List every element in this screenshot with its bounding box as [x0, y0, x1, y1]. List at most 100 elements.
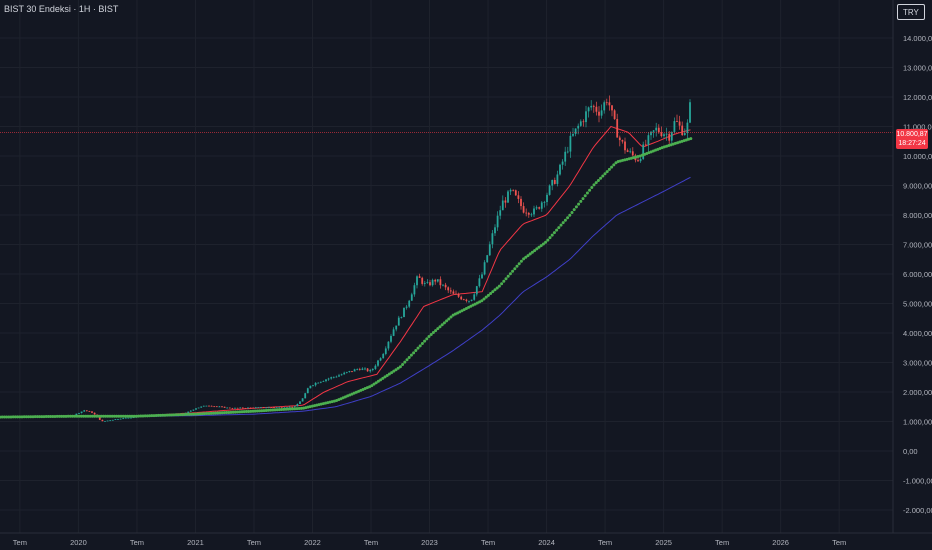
candle-body	[93, 412, 96, 415]
ema-green-dot	[97, 414, 101, 418]
candle-body	[122, 418, 125, 419]
candle-body	[585, 111, 587, 123]
ema-green-dot	[42, 415, 46, 419]
ema-green-dot	[548, 236, 552, 240]
ema-green-dots	[0, 137, 693, 419]
candle-body	[335, 376, 338, 378]
candle-body	[621, 140, 624, 142]
candle-body	[439, 279, 442, 286]
ema-green-dot	[165, 413, 169, 417]
candle-body	[595, 106, 598, 112]
candle-body	[546, 194, 548, 203]
ema-green-dot	[216, 411, 220, 415]
candle-body	[639, 158, 642, 162]
candle-body	[660, 132, 663, 137]
y-tick-label: 14.000,00	[903, 34, 932, 43]
candle-body	[488, 244, 491, 256]
candle-body	[559, 164, 561, 175]
ema-green-dot	[401, 362, 405, 366]
time-axis[interactable]: Tem 2020 Tem 2021 Tem 2022 Tem 2023 Tem 2024 Tem 20…	[0, 532, 932, 547]
ema-green-dot	[416, 346, 420, 350]
candle-body	[512, 189, 515, 191]
candle-body	[629, 151, 632, 153]
candle-body	[345, 371, 348, 373]
ema-green-dot	[528, 252, 532, 256]
candle-body	[600, 110, 603, 116]
x-tick-label: Tem	[364, 538, 378, 547]
ema-green-dot	[178, 413, 182, 417]
ema-green-dot	[480, 299, 484, 303]
x-tick-label: 2025	[655, 538, 672, 547]
candle-body	[587, 107, 590, 112]
ema-green-dot	[244, 410, 248, 414]
candle-body	[332, 376, 335, 378]
candle-body	[348, 371, 351, 372]
ema-green-dot	[445, 319, 449, 323]
ema-green-dot	[550, 233, 554, 237]
ema-green-dot	[508, 272, 512, 276]
candle-body	[314, 382, 317, 386]
ema-green-dot	[370, 384, 374, 388]
ema-green-dot	[66, 414, 70, 418]
ema-green-dot	[128, 414, 132, 418]
candle-body	[556, 174, 559, 184]
ema-green-dot	[526, 254, 530, 258]
candle-body	[117, 419, 119, 420]
ema-green-dot	[385, 373, 389, 377]
candle-body	[644, 144, 647, 146]
ema-green-dot	[522, 257, 526, 261]
ema-green-dot	[189, 412, 193, 416]
price-axis[interactable]: 14.000,00 13.000,00 12.000,00 11.000,00 10.0…	[903, 34, 932, 515]
candle-body	[483, 262, 486, 275]
candle-body	[330, 377, 333, 379]
candle-body	[309, 385, 312, 389]
currency-button[interactable]: TRY	[897, 4, 925, 20]
candle-body	[566, 151, 569, 153]
ema-green-dot	[93, 414, 97, 418]
ema-green-dot	[233, 410, 237, 414]
ema-green-dot	[150, 414, 154, 418]
candle-body	[247, 407, 249, 409]
candle-body	[624, 141, 626, 151]
candle-body	[200, 406, 203, 408]
ema-green-dot	[137, 414, 141, 418]
candle-body	[447, 287, 450, 291]
candle-body	[681, 125, 684, 136]
candle-body	[364, 368, 366, 370]
ema-green-dot	[152, 414, 156, 418]
ema-green-dot	[574, 205, 578, 209]
candle-body	[616, 119, 619, 138]
candle-body	[592, 105, 595, 107]
y-tick-label: 3.000,00	[903, 359, 932, 368]
candle-body	[673, 121, 676, 133]
ema-green-dot	[599, 176, 603, 180]
ema-green-dot	[148, 414, 152, 418]
candle-body	[434, 279, 437, 282]
ema-green-dot	[379, 378, 383, 382]
ema-green-dot	[440, 323, 444, 327]
ema-green-dot	[264, 408, 268, 412]
candle-body	[449, 290, 452, 292]
x-tick-label: Tem	[247, 538, 261, 547]
ema-green-dot	[258, 409, 262, 413]
symbol-title[interactable]: BIST 30 Endeksi · 1H · BIST	[4, 4, 119, 14]
ema-green-dot	[77, 414, 81, 418]
ema-green-dot	[130, 414, 134, 418]
ema-green-dot	[387, 372, 391, 376]
candle-body	[436, 279, 439, 282]
candle-body	[486, 255, 489, 263]
y-tick-label: 8.000,00	[903, 211, 932, 220]
ema-green-dot	[376, 379, 380, 383]
ema-green-dot	[55, 414, 59, 418]
ema-green-dot	[207, 411, 211, 415]
ema-green-dot	[568, 213, 572, 217]
ema-green-dot	[194, 412, 198, 416]
candle-body	[187, 411, 190, 413]
candle-body	[475, 286, 478, 295]
ema-green-dot	[552, 231, 556, 235]
ema-green-dot	[126, 414, 130, 418]
candle-body	[465, 299, 468, 301]
candle-body	[470, 299, 473, 301]
candle-body	[312, 385, 314, 387]
